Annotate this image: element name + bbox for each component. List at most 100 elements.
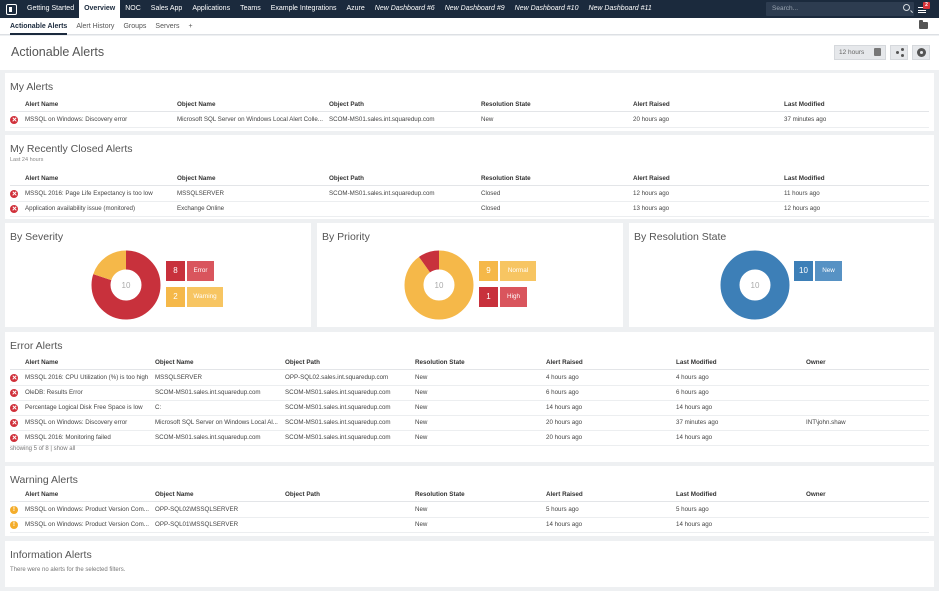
folder-icon[interactable] xyxy=(919,20,928,29)
share-button[interactable] xyxy=(890,45,908,60)
column-header[interactable]: Object Name xyxy=(177,101,216,108)
table-row[interactable]: Application availability issue (monitore… xyxy=(10,202,929,217)
column-header[interactable]: Alert Raised xyxy=(546,491,583,498)
legend-error[interactable]: 8 Error xyxy=(166,261,214,281)
column-header[interactable]: Object Name xyxy=(155,491,194,498)
notifications-icon[interactable]: 2 xyxy=(918,2,930,14)
tab-servers[interactable]: Servers xyxy=(155,22,180,30)
column-header[interactable]: Alert Raised xyxy=(633,175,670,182)
tab-actionable-alerts[interactable]: Actionable Alerts xyxy=(10,18,68,35)
nav-item-noc[interactable]: NOC xyxy=(125,5,141,12)
donut-segment-warning[interactable] xyxy=(91,250,161,320)
cell-state: New xyxy=(415,374,428,381)
tab-groups[interactable]: Groups xyxy=(123,22,147,30)
column-header[interactable]: Alert Name xyxy=(25,491,59,498)
table-row[interactable]: Percentage Logical Disk Free Space is lo… xyxy=(10,401,929,416)
nav-item-new-dashboard-6[interactable]: New Dashboard #6 xyxy=(374,5,435,12)
settings-button[interactable] xyxy=(912,45,930,60)
column-header[interactable]: Alert Name xyxy=(25,359,59,366)
timeframe-button[interactable]: 12 hours xyxy=(834,45,886,60)
table-row[interactable]: MSSQL 2016: Page Life Expectancy is too … xyxy=(10,187,929,202)
cell-path xyxy=(285,503,409,517)
search-input[interactable]: Search... xyxy=(766,2,914,16)
column-header[interactable]: Alert Raised xyxy=(633,101,670,108)
cell-path: SCOM-MS01.sales.int.squaredup.com xyxy=(285,434,391,441)
legend-new[interactable]: 10 New xyxy=(794,261,842,281)
panel-title: My Recently Closed Alerts xyxy=(10,143,133,155)
panel-title: Warning Alerts xyxy=(10,474,78,486)
cell-object: SCOM-MS01.sales.int.squaredup.com xyxy=(155,434,261,441)
legend-normal[interactable]: 9 Normal xyxy=(479,261,536,281)
table-row[interactable]: OleDB: Results Error SCOM-MS01.sales.int.… xyxy=(10,386,929,401)
page-title: Actionable Alerts xyxy=(11,45,105,59)
table-row[interactable]: MSSQL on Windows: Product Version Com...… xyxy=(10,518,929,533)
table-row[interactable]: MSSQL on Windows: Discovery error Microso… xyxy=(10,416,929,431)
column-header[interactable]: Resolution State xyxy=(415,491,465,498)
nav-item-new-dashboard-9[interactable]: New Dashboard #9 xyxy=(444,5,505,12)
column-header[interactable]: Last Modified xyxy=(676,491,717,498)
cell-path xyxy=(329,202,475,216)
donut-total: 10 xyxy=(435,281,444,290)
donut-chart: 10 xyxy=(404,250,474,320)
table-row[interactable]: MSSQL 2016: Monitoring failed SCOM-MS01.s… xyxy=(10,431,929,446)
calendar-icon xyxy=(874,48,881,56)
legend-label: Normal xyxy=(500,261,536,281)
table-header: Alert Name Object Name Object Path Resoluti… xyxy=(10,356,929,370)
nav-item-overview[interactable]: Overview xyxy=(79,0,121,18)
donut-segment-high[interactable] xyxy=(404,250,474,320)
column-header[interactable]: Object Name xyxy=(155,359,194,366)
legend-high[interactable]: 1 High xyxy=(479,287,527,307)
column-header[interactable]: Resolution State xyxy=(481,101,531,108)
cell-object: OPP-SQL02\MSSQLSERVER xyxy=(155,506,239,513)
column-header[interactable]: Object Path xyxy=(285,491,320,498)
nav-item-new-dashboard-11[interactable]: New Dashboard #11 xyxy=(588,5,652,12)
legend-count: 9 xyxy=(479,261,498,281)
cell-state: New xyxy=(415,419,428,426)
column-header[interactable]: Last Modified xyxy=(676,359,717,366)
column-header[interactable]: Resolution State xyxy=(481,175,531,182)
column-header[interactable]: Object Name xyxy=(177,175,216,182)
my-alerts-panel: My Alerts Alert Name Object Name Object Pa… xyxy=(5,73,934,131)
tab-alert-history[interactable]: Alert History xyxy=(76,22,115,30)
table-row[interactable]: MSSQL on Windows: Product Version Com...… xyxy=(10,503,929,518)
column-header[interactable]: Last Modified xyxy=(784,101,825,108)
nav-item-example-integrations[interactable]: Example Integrations xyxy=(270,5,337,12)
cell-state: New xyxy=(415,404,428,411)
nav-item-azure[interactable]: Azure xyxy=(346,5,365,12)
column-header[interactable]: Last Modified xyxy=(784,175,825,182)
search-icon[interactable] xyxy=(903,4,910,11)
column-header[interactable]: Resolution State xyxy=(415,359,465,366)
column-header[interactable]: Object Path xyxy=(329,175,364,182)
cell-path xyxy=(285,518,409,532)
nav-item-getting-started[interactable]: Getting Started xyxy=(27,5,75,12)
nav-item-sales-app[interactable]: Sales App xyxy=(150,5,183,12)
donut-segment-new[interactable] xyxy=(720,250,790,320)
app-logo-icon[interactable] xyxy=(0,0,22,18)
nav-item-teams[interactable]: Teams xyxy=(240,5,261,12)
add-tab-button[interactable]: + xyxy=(188,22,193,30)
column-header[interactable]: Object Path xyxy=(285,359,320,366)
cell-path: SCOM-MS01.sales.int.squaredup.com xyxy=(285,389,391,396)
nav-item-applications[interactable]: Applications xyxy=(192,5,231,12)
column-header[interactable]: Alert Raised xyxy=(546,359,583,366)
chart-title: By Priority xyxy=(322,231,370,243)
table-row[interactable]: MSSQL on Windows: Discovery error Microso… xyxy=(10,113,929,128)
page-header: Actionable Alerts 12 hours xyxy=(0,36,939,70)
column-header[interactable]: Owner xyxy=(806,359,826,366)
information-alerts-panel: Information Alerts There were no alerts … xyxy=(5,541,934,587)
nav-item-new-dashboard-10[interactable]: New Dashboard #10 xyxy=(514,5,579,12)
table-row[interactable]: MSSQL 2016: CPU Utilization (%) is too h… xyxy=(10,371,929,386)
column-header[interactable]: Alert Name xyxy=(25,175,59,182)
cell-name: MSSQL on Windows: Discovery error xyxy=(25,116,128,123)
donut-total: 10 xyxy=(122,281,131,290)
column-header[interactable]: Object Path xyxy=(329,101,364,108)
cell-name: MSSQL 2016: CPU Utilization (%) is too h… xyxy=(25,374,149,381)
resolution-chart-panel: By Resolution State 10 10 New xyxy=(629,223,934,327)
priority-chart-panel: By Priority 10 9 Normal 1 High xyxy=(317,223,623,327)
severity-chart-panel: By Severity 10 8 Error 2 Warning xyxy=(5,223,311,327)
show-all-link[interactable]: showing 5 of 8 | show all xyxy=(10,446,76,452)
column-header[interactable]: Owner xyxy=(806,491,826,498)
column-header[interactable]: Alert Name xyxy=(25,101,59,108)
legend-warning[interactable]: 2 Warning xyxy=(166,287,223,307)
cell-modified: 37 minutes ago xyxy=(784,116,827,123)
